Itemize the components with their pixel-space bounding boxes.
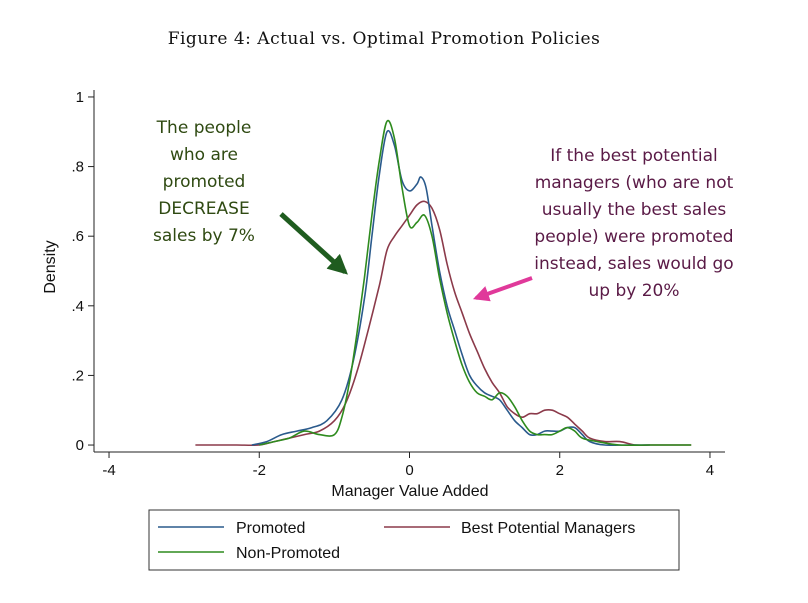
legend-box	[148, 509, 680, 571]
y-tick-label: .6	[71, 228, 84, 245]
series-line-best-potential-managers	[195, 200, 692, 447]
annotations: The people who are promoted DECREASE sales b…	[153, 118, 734, 302]
y-tick-label: .8	[71, 159, 84, 176]
annotation-line: who are	[170, 145, 238, 165]
y-axis-label: Density	[42, 240, 59, 293]
annotation-line: instead, sales would go	[534, 254, 733, 274]
annotation-line: people) were promoted	[534, 227, 733, 247]
annotation-line: up by 20%	[588, 281, 679, 301]
annotation-line: If the best potential	[550, 146, 718, 166]
x-tick-label: -2	[253, 462, 266, 479]
pink-arrow	[472, 276, 533, 302]
green-annotation-text: The people who are promoted DECREASE sales b…	[153, 118, 255, 246]
annotation-line: usually the best sales	[542, 200, 727, 220]
legend: Promoted Best Potential Managers Non-Pro…	[148, 509, 680, 571]
annotation-line: promoted	[163, 172, 246, 192]
legend-label-non-promoted: Non-Promoted	[236, 545, 340, 562]
x-ticks: -4 -2 0 2 4	[102, 452, 714, 479]
x-tick-label: 0	[405, 462, 413, 479]
x-axis-label: Manager Value Added	[331, 483, 488, 500]
x-tick-label: -4	[102, 462, 115, 479]
legend-label-best-potential: Best Potential Managers	[461, 520, 635, 537]
annotation-line: DECREASE	[158, 199, 249, 219]
y-tick-label: .2	[71, 367, 84, 384]
annotation-line: The people	[156, 118, 252, 138]
purple-annotation-text: If the best potential managers (who are n…	[534, 146, 733, 301]
legend-label-promoted: Promoted	[236, 520, 305, 537]
chart-title: Figure 4: Actual vs. Optimal Promotion P…	[168, 29, 601, 49]
x-tick-label: 4	[706, 462, 714, 479]
y-ticks: 0 .2 .4 .6 .8 1	[71, 89, 94, 454]
annotation-line: managers (who are not	[535, 173, 734, 193]
series-line-non-promoted	[259, 119, 692, 447]
y-tick-label: 1	[76, 89, 84, 106]
green-arrow	[279, 212, 348, 275]
y-tick-label: 0	[76, 437, 84, 454]
annotation-line: sales by 7%	[153, 226, 255, 246]
y-tick-label: .4	[71, 298, 84, 315]
x-tick-label: 2	[556, 462, 564, 479]
series-lines	[195, 119, 692, 447]
